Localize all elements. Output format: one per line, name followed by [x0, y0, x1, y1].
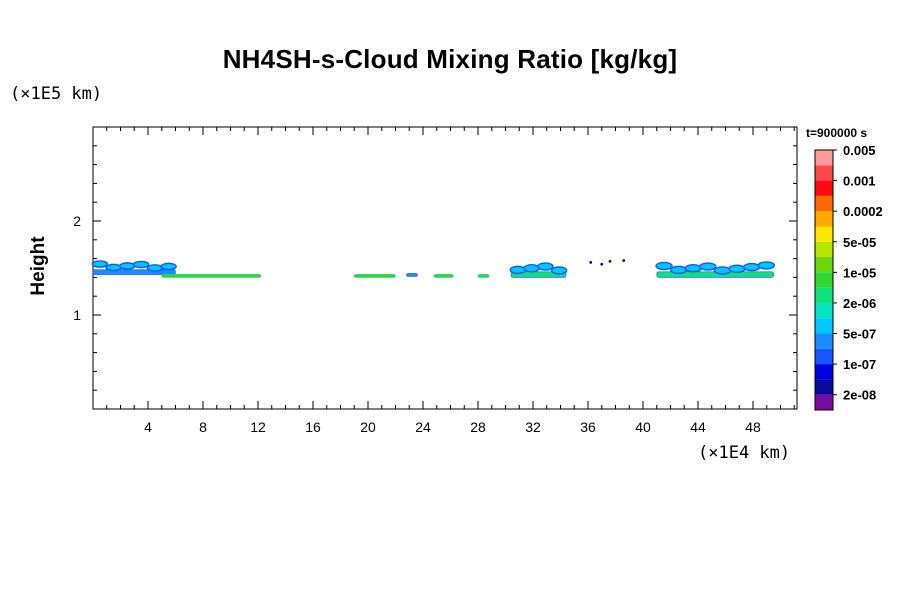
- cloud-blob: [509, 265, 527, 275]
- cloud-blob: [713, 266, 732, 275]
- colorbar-label: 0.0002: [843, 204, 883, 219]
- colorbar-frame: [814, 149, 834, 411]
- cloud-speck: [589, 260, 593, 264]
- cloud-blob: [757, 261, 776, 270]
- time-label: t=900000 s: [806, 126, 868, 140]
- colorbar-cell: [815, 165, 833, 181]
- cloud-blob: [160, 262, 177, 271]
- cloud-region: [353, 274, 396, 278]
- colorbar-cell: [815, 211, 833, 227]
- colorbar-cell: [815, 226, 833, 242]
- chart-title: NH4SH-s-Cloud Mixing Ratio [kg/kg]: [222, 44, 678, 74]
- cloud-blob: [699, 262, 717, 271]
- colorbar-cell: [815, 195, 833, 212]
- colorbar-label: 0.005: [843, 143, 876, 158]
- colorbar-cell: [815, 150, 833, 166]
- cloud-blob: [119, 262, 136, 270]
- cloud-region: [406, 273, 418, 277]
- x-tick-label: 8: [199, 419, 207, 435]
- cloud-speck: [622, 259, 626, 262]
- colorbar-cell: [815, 348, 833, 365]
- colorbar-cell: [815, 394, 833, 410]
- colorbar-cell: [815, 287, 833, 303]
- cloud-region: [92, 269, 176, 275]
- cloud-speck: [608, 260, 612, 263]
- y-tick-label: 1: [73, 307, 81, 323]
- cloud-blob: [132, 260, 150, 269]
- cloud-blob: [742, 262, 761, 272]
- cloud-blob: [728, 264, 746, 273]
- plot-frame: [92, 126, 798, 410]
- cloud-blob: [684, 263, 703, 273]
- x-tick-label: 48: [745, 419, 761, 435]
- cloud-region: [477, 274, 490, 278]
- x-tick-label: 16: [305, 419, 321, 435]
- colorbar-label: 1e-07: [843, 357, 876, 372]
- x-axis-unit-label: (×1E4 km): [698, 443, 791, 463]
- colorbar-label: 5e-05: [843, 235, 876, 250]
- colorbar-cell: [815, 180, 833, 196]
- colorbar-cell: [815, 241, 833, 258]
- x-tick-label: 36: [580, 419, 596, 435]
- cloud-blob: [91, 260, 109, 268]
- cloud-blob: [105, 263, 122, 272]
- cloud-blob: [523, 263, 540, 273]
- cloud-blob: [655, 261, 673, 271]
- colorbar-cell: [815, 379, 833, 395]
- cloud-speck: [600, 262, 604, 266]
- colorbar-label: 1e-05: [843, 265, 876, 280]
- cloud-region: [161, 274, 262, 278]
- x-tick-label: 32: [525, 419, 541, 435]
- colorbar-cell: [815, 302, 833, 319]
- x-tick-label: 20: [360, 419, 376, 435]
- cloud-region: [510, 271, 567, 278]
- y-axis-unit-label: (×1E5 km): [10, 84, 103, 104]
- colorbar-label: 2e-06: [843, 296, 876, 311]
- colorbar-label: 0.001: [843, 174, 876, 189]
- colorbar-cell: [815, 318, 833, 334]
- colorbar-label: 2e-08: [843, 388, 876, 403]
- x-tick-label: 4: [144, 419, 152, 435]
- colorbar-cell: [815, 257, 833, 273]
- colorbar-label: 5e-07: [843, 327, 876, 342]
- cloud-region: [433, 274, 454, 278]
- colorbar-cell: [815, 364, 833, 380]
- colorbar-cell: [815, 333, 833, 349]
- cloud-blob: [537, 262, 554, 271]
- x-tick-label: 40: [635, 419, 651, 435]
- x-tick-label: 12: [250, 419, 266, 435]
- colorbar-cell: [815, 272, 833, 288]
- cloud-blob: [550, 266, 568, 275]
- x-tick-label: 24: [415, 419, 431, 435]
- x-tick-label: 44: [690, 419, 706, 435]
- cloud-blob: [669, 265, 688, 275]
- cloud-blob: [146, 264, 164, 272]
- y-tick-label: 2: [73, 213, 81, 229]
- x-tick-label: 28: [470, 419, 486, 435]
